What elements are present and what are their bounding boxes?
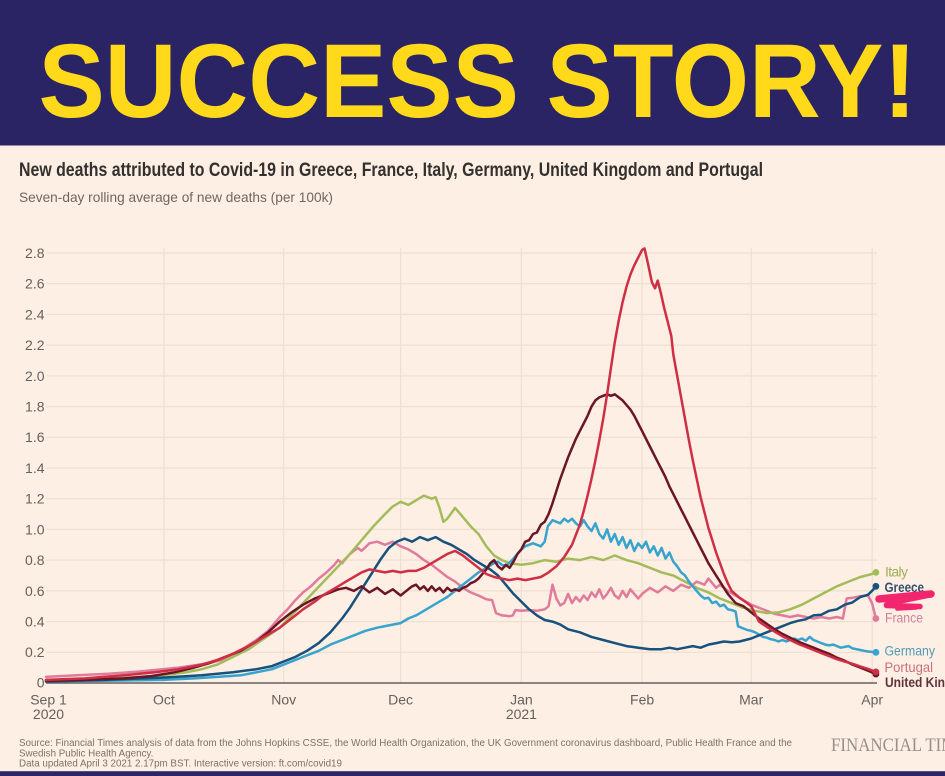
svg-text:FINANCIAL TIMES: FINANCIAL TIMES: [831, 735, 945, 756]
svg-text:Oct: Oct: [153, 692, 175, 708]
svg-text:Seven-day rolling average of n: Seven-day rolling average of new deaths …: [19, 189, 333, 205]
svg-text:1.0: 1.0: [25, 521, 45, 537]
svg-text:0.4: 0.4: [25, 614, 45, 630]
svg-text:2.6: 2.6: [25, 276, 45, 292]
svg-text:New deaths attributed to Covid: New deaths attributed to Covid-19 in Gre…: [19, 159, 763, 181]
svg-text:2.4: 2.4: [25, 306, 45, 322]
svg-text:Germany: Germany: [885, 643, 936, 659]
svg-text:1.4: 1.4: [25, 460, 45, 476]
svg-text:2.2: 2.2: [25, 337, 45, 353]
svg-text:Nov: Nov: [271, 692, 296, 708]
svg-text:2020: 2020: [33, 706, 64, 722]
svg-text:2.8: 2.8: [25, 245, 45, 261]
svg-text:Italy: Italy: [885, 563, 908, 579]
svg-text:1.8: 1.8: [25, 399, 45, 415]
svg-text:Portugal: Portugal: [885, 659, 934, 675]
svg-text:Data updated April 3 2021 2.17: Data updated April 3 2021 2.17pm BST. In…: [19, 759, 342, 770]
svg-text:0.2: 0.2: [25, 644, 45, 660]
svg-text:2021: 2021: [506, 706, 537, 722]
svg-text:Source: Financial Times analys: Source: Financial Times analysis of data…: [19, 738, 793, 749]
svg-text:Sep 1: Sep 1: [30, 692, 67, 708]
svg-text:Feb: Feb: [630, 692, 654, 708]
svg-text:Greece: Greece: [885, 579, 925, 595]
svg-text:Dec: Dec: [388, 692, 413, 708]
svg-text:SUCCESS STORY!: SUCCESS STORY!: [39, 23, 917, 140]
svg-text:0.6: 0.6: [25, 583, 45, 599]
svg-text:1.6: 1.6: [25, 429, 45, 445]
svg-text:United Kin: United Kin: [885, 674, 945, 690]
svg-text:France: France: [885, 609, 923, 625]
svg-text:Swedish Public Health Agency.: Swedish Public Health Agency.: [19, 749, 153, 760]
svg-text:2.0: 2.0: [25, 368, 45, 384]
svg-text:0: 0: [37, 675, 45, 691]
svg-text:1.2: 1.2: [25, 491, 45, 507]
svg-text:Mar: Mar: [739, 692, 763, 708]
svg-text:Apr: Apr: [861, 692, 883, 708]
svg-text:0.8: 0.8: [25, 552, 45, 568]
svg-text:Jan: Jan: [510, 692, 533, 708]
